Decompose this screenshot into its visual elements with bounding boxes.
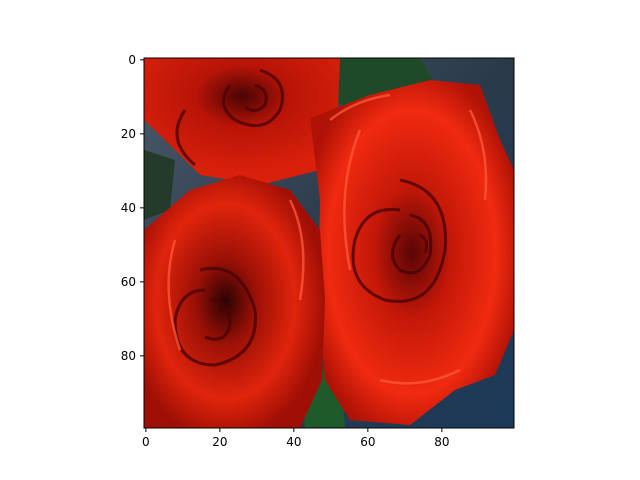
x-tick-label: 80 <box>434 435 449 449</box>
y-tick-label: 40 <box>121 201 136 215</box>
leaf-shape <box>144 150 175 220</box>
y-tick-label: 20 <box>121 127 136 141</box>
y-tick-label: 0 <box>128 53 136 67</box>
x-tick-label: 60 <box>360 435 375 449</box>
x-tick-label: 40 <box>286 435 301 449</box>
petal-highlights <box>167 93 488 385</box>
x-tick-label: 20 <box>212 435 227 449</box>
y-tick-label: 60 <box>121 275 136 289</box>
petal-details <box>173 68 447 367</box>
x-tick-label: 0 <box>142 435 150 449</box>
y-tick-label: 80 <box>121 349 136 363</box>
x-axis: 0 20 40 60 80 <box>142 428 449 449</box>
rose-bottom-left <box>144 175 325 428</box>
rose-photo <box>144 58 514 428</box>
rose-right <box>310 80 514 425</box>
y-axis: 0 20 40 60 80 <box>121 53 144 363</box>
axes-frame <box>143 57 515 429</box>
